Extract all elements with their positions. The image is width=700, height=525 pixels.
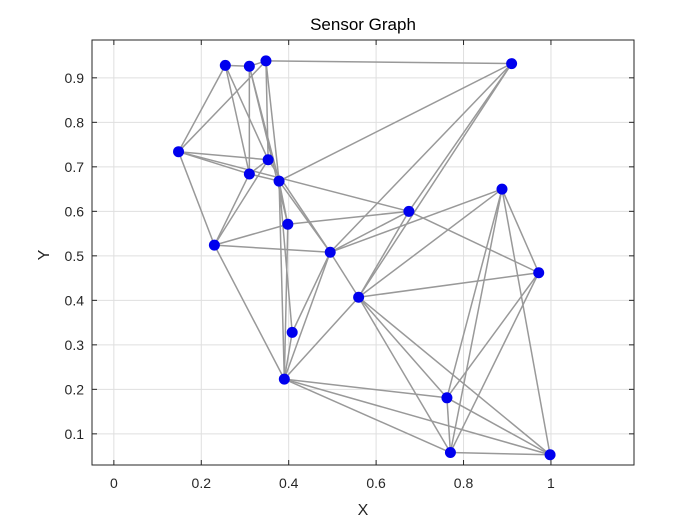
sensor-node [286, 326, 298, 338]
sensor-node [496, 183, 508, 195]
graph-edge [446, 397, 551, 456]
graph-edge [358, 63, 513, 298]
graph-edge [329, 188, 503, 253]
graph-edge [178, 150, 269, 161]
y-axis-label: Y [36, 249, 53, 260]
sensor-node [173, 146, 185, 158]
sensor-node [444, 447, 456, 459]
x-tick-label: 0.2 [192, 475, 212, 491]
y-tick-label: 0.7 [65, 159, 85, 175]
x-tick-label: 0.6 [366, 475, 386, 491]
graph-edge [278, 180, 331, 253]
graph-edge [283, 252, 331, 380]
y-tick-label: 0.8 [65, 114, 85, 130]
sensor-node [353, 291, 365, 303]
graph-edge [213, 244, 285, 380]
sensor-node [278, 373, 290, 385]
graph-edge [358, 188, 503, 298]
graph-edge [358, 296, 448, 399]
graph-edge [278, 181, 286, 380]
graph-edge [177, 65, 226, 153]
y-tick-label: 0.3 [65, 337, 85, 353]
graph-edge [291, 251, 331, 333]
y-tick-label: 0.6 [65, 203, 85, 219]
graph-edge [450, 451, 551, 456]
graph-nodes [173, 55, 556, 461]
graph-edge [213, 173, 251, 246]
plot-area [92, 40, 634, 465]
sensor-node [260, 55, 272, 67]
graph-edge [357, 296, 452, 453]
y-tick-label: 0.9 [65, 70, 85, 86]
graph-edge [213, 159, 269, 246]
y-tick-label: 0.4 [65, 292, 85, 308]
graph-edge [329, 63, 513, 253]
graph-edge [278, 180, 289, 225]
sensor-node [243, 168, 255, 180]
graph-edges [177, 60, 551, 456]
sensor-node [544, 449, 556, 461]
x-tick-label: 0 [110, 475, 118, 491]
graph-edge [278, 181, 293, 333]
graph-edge [284, 378, 448, 399]
sensor-node [273, 175, 285, 187]
graph-edge [408, 210, 540, 274]
graph-edge [284, 378, 551, 456]
x-axis-label: X [358, 502, 369, 519]
graph-edge [214, 223, 289, 246]
axes-box [91, 39, 635, 466]
sensor-node [533, 267, 545, 279]
sensor-node [243, 60, 255, 72]
graph-edge [446, 397, 452, 453]
graph-edge [501, 188, 540, 274]
y-tick-label: 0.5 [65, 248, 85, 264]
graph-edge [446, 188, 503, 398]
graph-edge [178, 60, 267, 153]
graph-edge [214, 244, 331, 254]
sensor-node [219, 59, 231, 71]
graph-edge [358, 272, 539, 298]
graph-edge [283, 296, 360, 380]
graph-edge [446, 272, 540, 399]
sensor-node [441, 392, 453, 404]
sensor-node [506, 58, 518, 70]
graph-edge [501, 188, 551, 455]
graph-edge [177, 151, 216, 246]
sensor-node [403, 205, 415, 217]
x-tick-label: 1 [547, 475, 555, 491]
graph-edge [287, 210, 409, 225]
graph-edge [265, 60, 280, 182]
sensor-node [208, 239, 220, 251]
graph-edge [408, 63, 513, 212]
grid-lines [92, 40, 634, 465]
chart-title: Sensor Graph [310, 15, 416, 34]
graph-edge [329, 251, 360, 298]
graph-edge [357, 210, 410, 298]
graph-edge [265, 60, 512, 65]
y-axis-ticks: 0.1 0.2 0.3 0.4 0.5 0.6 0.7 0.8 0.9 [65, 70, 634, 442]
graph-edge [283, 332, 293, 380]
sensor-node [324, 246, 336, 258]
graph-edge [265, 60, 269, 160]
plot-background [92, 40, 634, 465]
sensor-node [262, 154, 274, 166]
y-tick-label: 0.2 [65, 381, 85, 397]
graph-edge [358, 296, 551, 456]
graph-edge [284, 378, 451, 454]
x-tick-label: 0.8 [454, 475, 474, 491]
sensor-node [282, 218, 294, 230]
graph-edge [329, 210, 410, 253]
graph-edge [278, 62, 512, 182]
graph-edge [449, 188, 503, 453]
graph-edge [224, 65, 269, 161]
graph-edge [449, 272, 540, 453]
graph-edge [178, 150, 410, 213]
x-axis-ticks: 0 0.2 0.4 0.6 0.8 1 [110, 40, 555, 491]
x-tick-label: 0.4 [279, 475, 299, 491]
axes-frame [91, 39, 635, 466]
graph-edge [248, 66, 289, 225]
y-tick-label: 0.1 [65, 426, 85, 442]
graph-edge [224, 65, 251, 175]
